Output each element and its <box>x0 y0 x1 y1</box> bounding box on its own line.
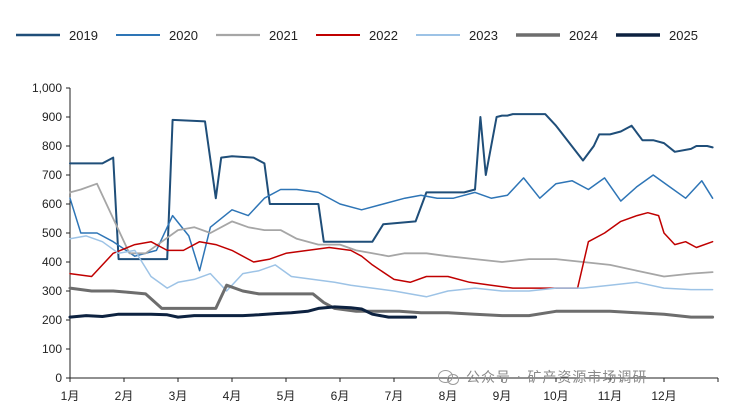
series-line-2019 <box>69 113 714 261</box>
x-tick-label: 2月 <box>115 389 134 403</box>
series-line-2020 <box>69 174 714 272</box>
y-tick-label: 600 <box>42 197 62 211</box>
legend-label-2022: 2022 <box>369 28 398 43</box>
series-line-2022 <box>69 211 714 289</box>
x-tick-label: 7月 <box>385 389 404 403</box>
series-line-2023 <box>69 235 714 298</box>
y-tick-label: 100 <box>42 342 62 356</box>
y-tick-label: 1,000 <box>32 81 62 95</box>
y-tick-label: 200 <box>42 313 62 327</box>
x-tick-label: 12月 <box>651 389 676 403</box>
watermark: 公众号 · 矿产资源市场调研 <box>438 367 647 387</box>
x-tick-label: 3月 <box>169 389 188 403</box>
y-tick-label: 700 <box>42 168 62 182</box>
legend-label-2023: 2023 <box>469 28 498 43</box>
x-tick-label: 11月 <box>598 389 622 403</box>
x-tick-label: 1月 <box>61 389 80 403</box>
legend-label-2021: 2021 <box>269 28 298 43</box>
legend-label-2019: 2019 <box>69 28 98 43</box>
series-line-2021 <box>69 182 714 278</box>
x-tick-label: 9月 <box>493 389 512 403</box>
y-tick-label: 300 <box>42 284 62 298</box>
wechat-icon <box>438 369 460 385</box>
axes: 0 100 200 300 400 500 600 700 800 900 1,000 1月 2月 3月 4… <box>32 81 719 403</box>
x-tick-label: 8月 <box>439 389 458 403</box>
x-tick-label: 4月 <box>223 389 242 403</box>
y-tick-label: 900 <box>42 110 62 124</box>
legend-label-2020: 2020 <box>169 28 198 43</box>
legend-label-2025: 2025 <box>669 28 698 43</box>
watermark-text: 公众号 · 矿产资源市场调研 <box>466 370 648 386</box>
y-tick-label: 400 <box>42 255 62 269</box>
x-tick-label: 6月 <box>331 389 350 403</box>
series-line-2024 <box>68 283 715 319</box>
x-tick-label: 5月 <box>277 389 296 403</box>
series-line-2025 <box>68 305 418 319</box>
x-tick-label: 10月 <box>543 389 568 403</box>
y-tick-label: 800 <box>42 139 62 153</box>
legend-label-2024: 2024 <box>569 28 598 43</box>
y-tick-label: 500 <box>42 226 62 240</box>
legend: 2019 2020 2021 2022 2023 2024 2025 <box>16 28 698 43</box>
y-tick-label: 0 <box>55 371 62 385</box>
series-lines <box>68 113 715 319</box>
